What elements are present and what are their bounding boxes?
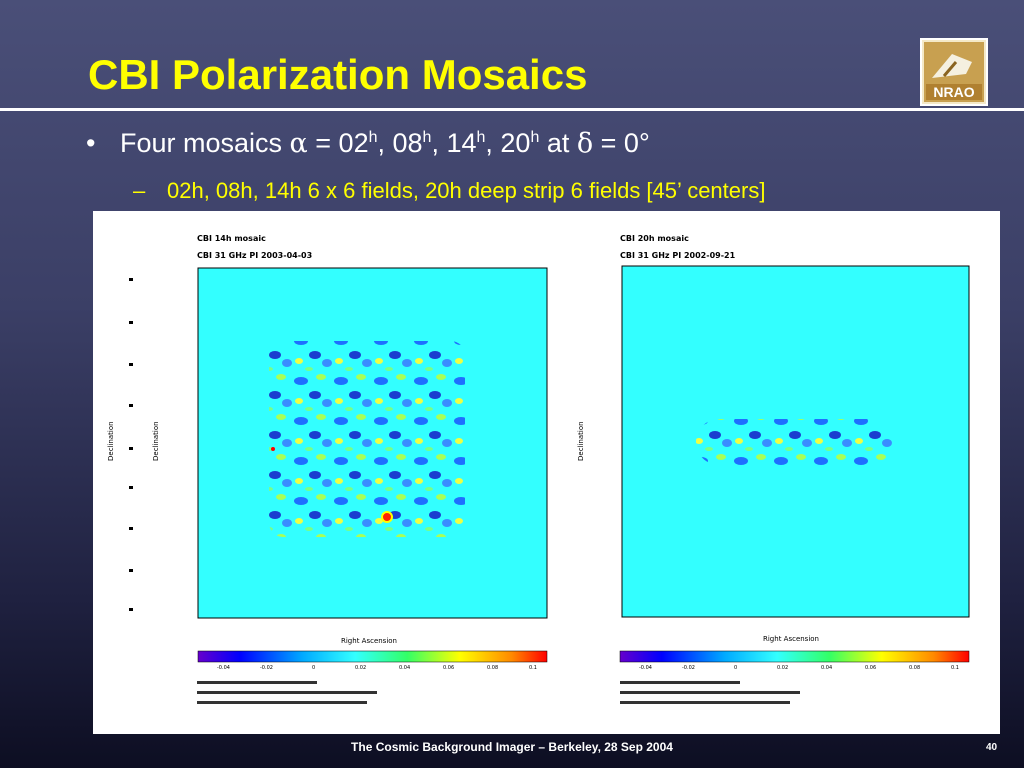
left-mosaic-region (269, 341, 465, 537)
right-colorbar-ticks: -0.04 -0.02 0 0.02 0.04 0.06 0.08 0.1 (639, 665, 959, 671)
left-map-ylabel: Declination (152, 421, 160, 461)
right-colorbar (619, 650, 970, 663)
svg-text:0.06: 0.06 (443, 665, 454, 671)
left-colorbar-ticks: -0.04 -0.02 0 0.02 0.04 0.06 0.08 0.1 (217, 665, 537, 671)
svg-text:Declination: Declination (107, 421, 115, 461)
nrao-logo: NRAO (920, 38, 988, 106)
svg-text:0.04: 0.04 (399, 665, 410, 671)
page-number: 40 (986, 742, 998, 753)
svg-text:-0.04: -0.04 (217, 665, 230, 671)
right-mosaic-strip (696, 419, 892, 465)
svg-text:0.1: 0.1 (529, 665, 537, 671)
left-map-xlabel: Right Ascension (341, 637, 397, 645)
svg-text:0.02: 0.02 (777, 665, 788, 671)
right-mosaic-map: CBI 20h mosaic CBI 31 GHz PI 2002-09-21 … (577, 234, 970, 704)
svg-text:0: 0 (734, 665, 737, 671)
left-bright-source (381, 511, 393, 523)
logo-text: NRAO (933, 84, 974, 100)
svg-text:0.06: 0.06 (865, 665, 876, 671)
svg-text:0.08: 0.08 (909, 665, 920, 671)
right-map-title: CBI 20h mosaic (620, 234, 689, 243)
right-map-xlabel: Right Ascension (763, 635, 819, 643)
sub-bullet-fields: –02h, 08h, 14h 6 x 6 fields, 20h deep st… (133, 178, 766, 203)
svg-text:0.04: 0.04 (821, 665, 832, 671)
mosaic-image-panel: Declination CBI 14h mosaic CBI 31 GHz PI… (93, 211, 1000, 734)
svg-text:0.1: 0.1 (951, 665, 959, 671)
right-map-ylabel: Declination (577, 421, 585, 461)
right-map-subtitle: CBI 31 GHz PI 2002-09-21 (620, 251, 736, 260)
right-map-field (621, 265, 970, 618)
left-map-footnotes (197, 681, 377, 704)
left-edge-source (271, 447, 275, 451)
svg-text:-0.04: -0.04 (639, 665, 652, 671)
svg-text:0.02: 0.02 (355, 665, 366, 671)
bullet-four-mosaics: • Four mosaics α = 02h, 08h, 14h, 20h at … (86, 128, 650, 159)
left-colorbar (197, 650, 548, 663)
svg-text:-0.02: -0.02 (260, 665, 273, 671)
left-mosaic-map: CBI 14h mosaic CBI 31 GHz PI 2003-04-03 … (152, 234, 548, 704)
svg-text:0: 0 (312, 665, 315, 671)
slide-title: CBI Polarization Mosaics (88, 51, 588, 98)
title-divider (0, 108, 1024, 111)
right-map-footnotes (620, 681, 800, 704)
left-map-subtitle: CBI 31 GHz PI 2003-04-03 (197, 251, 312, 260)
slide-footer: The Cosmic Background Imager – Berkeley,… (351, 740, 673, 754)
left-map-title: CBI 14h mosaic (197, 234, 266, 243)
cropped-figure-edge: Declination (107, 278, 133, 611)
svg-text:-0.02: -0.02 (682, 665, 695, 671)
svg-text:0.08: 0.08 (487, 665, 498, 671)
